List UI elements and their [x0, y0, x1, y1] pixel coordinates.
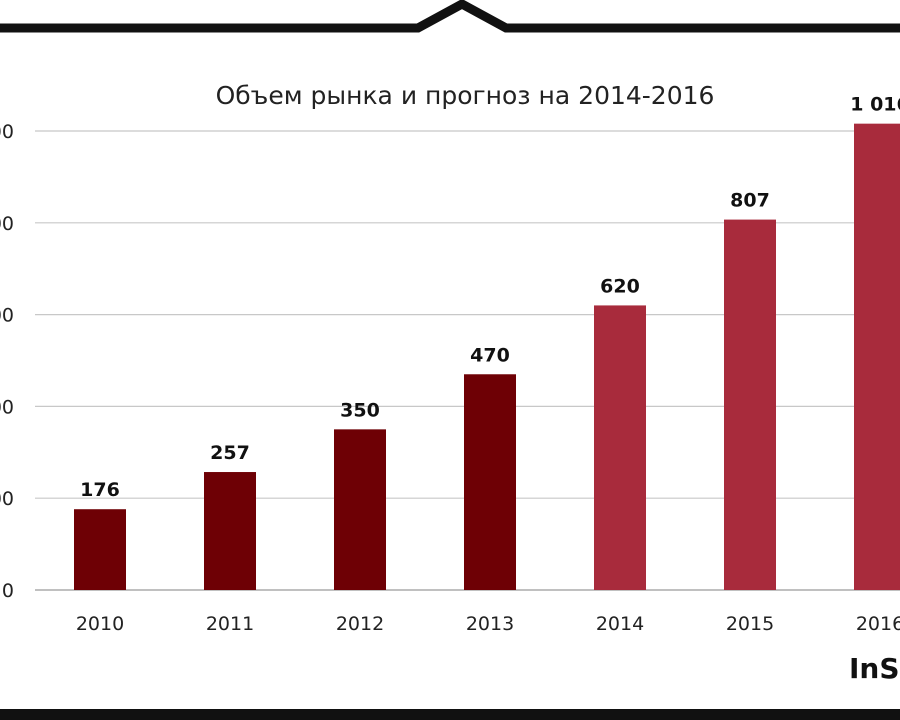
data-labels: 176 257 350 470 620 807 1 016 — [80, 94, 900, 502]
y-axis-tick-labels: 0 200 400 600 800 1 000 — [0, 121, 14, 602]
bars — [74, 123, 900, 590]
y-tick-label: 400 — [0, 396, 14, 418]
insales-logo: InSa — [849, 652, 900, 685]
data-label-2010: 176 — [80, 479, 120, 501]
data-label-2012: 350 — [340, 399, 380, 421]
bottom-frame-bar — [0, 709, 900, 720]
data-label-2015: 807 — [730, 190, 770, 212]
x-tick-label-2013: 2013 — [466, 613, 514, 635]
top-frame-bar — [0, 0, 900, 33]
y-tick-label: 1 000 — [0, 121, 14, 143]
bar-2013 — [464, 374, 516, 590]
bar-2015 — [724, 219, 776, 590]
bar-2014 — [594, 305, 646, 590]
chart-title: Объем рынка и прогноз на 2014-2016 — [216, 81, 715, 110]
data-label-2013: 470 — [470, 344, 510, 366]
y-tick-label: 600 — [0, 305, 14, 327]
x-axis-tick-labels: 2010 2011 2012 2013 2014 2015 2016 — [76, 613, 900, 635]
y-tick-label: 0 — [2, 580, 14, 602]
x-tick-label-2014: 2014 — [596, 613, 644, 635]
data-label-2016: 1 016 — [850, 94, 900, 116]
x-tick-label-2015: 2015 — [726, 613, 774, 635]
x-tick-label-2016: 2016 — [856, 613, 900, 635]
x-tick-label-2010: 2010 — [76, 613, 124, 635]
x-tick-label-2012: 2012 — [336, 613, 384, 635]
bar-2016 — [854, 123, 900, 590]
data-label-2011: 257 — [210, 442, 250, 464]
x-tick-label-2011: 2011 — [206, 613, 254, 635]
bar-2012 — [334, 429, 386, 590]
y-tick-label: 200 — [0, 488, 14, 510]
bar-2011 — [204, 472, 256, 590]
bar-2010 — [74, 509, 126, 590]
data-label-2014: 620 — [600, 275, 640, 297]
y-tick-label: 800 — [0, 213, 14, 235]
